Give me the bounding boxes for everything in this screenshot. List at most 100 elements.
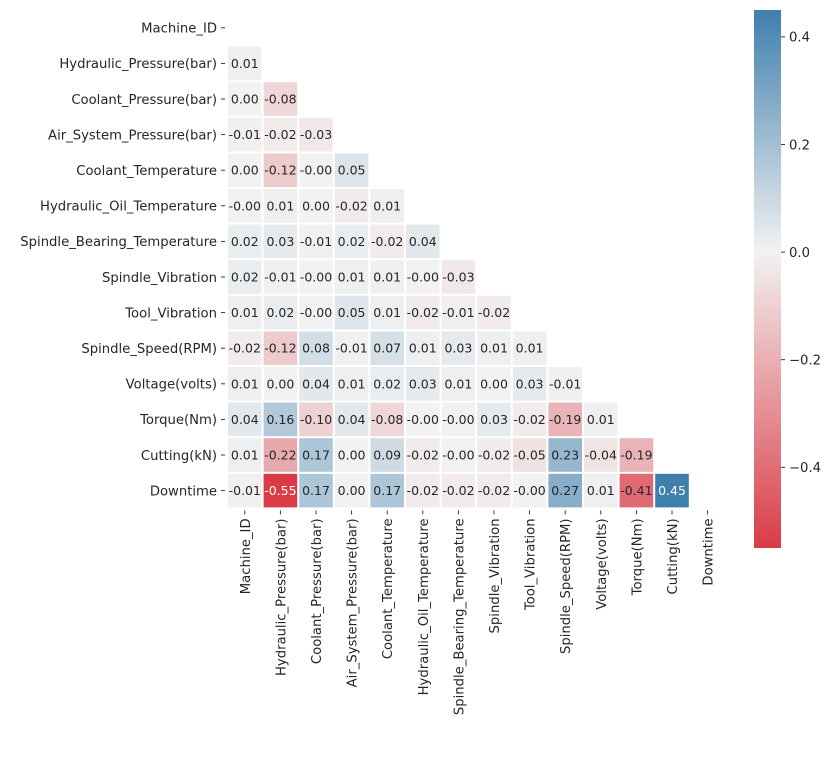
x-tick-label: Torque(Nm): [630, 518, 645, 596]
cell-value-label: -0.41: [620, 483, 652, 498]
cell-value-label: 0.00: [302, 198, 330, 213]
cell-value-label: -0.08: [371, 412, 403, 427]
y-tick-label: Torque(Nm): [139, 413, 217, 428]
heatmap-cell: [548, 473, 582, 508]
cell-value-label: 0.04: [231, 412, 259, 427]
cell-value-label: -0.02: [335, 198, 367, 213]
cell-value-label: -0.01: [300, 234, 332, 249]
heatmap-cell: [263, 367, 298, 401]
cell-value-label: 0.00: [266, 376, 294, 391]
y-tick-label: Cutting(kN): [141, 449, 217, 464]
cell-value-label: 0.01: [373, 305, 401, 320]
heatmap-cell: [441, 367, 476, 401]
heatmap-cell: [263, 295, 298, 330]
heatmap-cell: [477, 438, 511, 472]
heatmap-cell: [299, 438, 333, 472]
cell-value-label: 0.02: [231, 234, 259, 249]
cell-value-label: -0.00: [407, 412, 439, 427]
x-tick-label: Air_System_Pressure(bar): [346, 518, 361, 687]
cell-value-label: 0.01: [231, 376, 259, 391]
cell-value-label: 0.17: [302, 448, 330, 463]
cell-value-label: 0.01: [516, 341, 544, 356]
y-tick-label: Machine_ID: [141, 22, 217, 37]
heatmap-cell: [406, 224, 440, 259]
heatmap-cell: [263, 260, 298, 294]
x-tick-label: Spindle_Speed(RPM): [559, 518, 574, 654]
cell-value-label: -0.00: [513, 483, 545, 498]
heatmap-cell: [299, 295, 333, 330]
x-tick-label: Cutting(kN): [666, 518, 681, 594]
heatmap-cell: [441, 260, 476, 294]
heatmap-cell: [370, 473, 404, 508]
cell-value-label: 0.17: [302, 483, 330, 498]
heatmap-cell: [370, 331, 404, 365]
cell-value-label: 0.45: [658, 483, 686, 498]
heatmap-cell: [441, 331, 476, 365]
cell-value-label: 0.05: [338, 305, 366, 320]
heatmap-cell: [263, 117, 298, 152]
heatmap-cell: [548, 438, 582, 472]
cell-value-label: -0.12: [264, 163, 296, 178]
heatmap-cell: [334, 260, 369, 294]
cell-value-label: -0.55: [264, 483, 296, 498]
cell-value-label: 0.02: [266, 305, 294, 320]
cell-value-label: 0.01: [338, 376, 366, 391]
cell-value-label: 0.02: [373, 376, 401, 391]
y-tick-label: Voltage(volts): [126, 378, 217, 393]
heatmap-cell: [334, 295, 369, 330]
heatmap-cell: [477, 295, 511, 330]
y-tick-label: Spindle_Bearing_Temperature: [20, 235, 217, 250]
heatmap-cell: [263, 82, 298, 116]
cell-value-label: -0.01: [229, 127, 261, 142]
cell-value-label: -0.00: [407, 270, 439, 285]
heatmap-cell: [228, 46, 262, 81]
cell-value-label: -0.01: [229, 483, 261, 498]
heatmap-cell: [512, 402, 547, 437]
x-tick-label: Spindle_Vibration: [488, 518, 503, 633]
cell-value-label: -0.12: [264, 341, 296, 356]
cell-value-label: -0.02: [513, 412, 545, 427]
heatmap-cell: [263, 473, 298, 508]
heatmap-cell: [228, 438, 262, 472]
heatmap-cell: [441, 402, 476, 437]
heatmap-cell: [477, 402, 511, 437]
cell-value-label: -0.01: [442, 305, 474, 320]
y-axis: Machine_ID Hydraulic_Pressure(bar) Coolant…: [20, 22, 225, 499]
cell-value-label: -0.10: [300, 412, 332, 427]
heatmap-cell: [334, 331, 369, 365]
cell-value-label: 0.16: [266, 412, 294, 427]
cell-value-label: 0.00: [338, 483, 366, 498]
heatmap-cell: [263, 331, 298, 365]
cell-value-label: -0.00: [442, 448, 474, 463]
cell-value-label: -0.00: [300, 305, 332, 320]
colorbar: 0.4 0.2 0.0 −0.2 −0.4: [754, 10, 821, 548]
heatmap-cell: [334, 153, 369, 187]
x-tick-label: Voltage(volts): [595, 518, 610, 609]
heatmap-cell: [299, 367, 333, 401]
x-tick-label: Machine_ID: [239, 518, 254, 594]
x-tick-label: Coolant_Pressure(bar): [310, 518, 325, 664]
y-tick-label: Air_System_Pressure(bar): [48, 128, 217, 143]
cell-value-label: -0.19: [549, 412, 581, 427]
x-tick-label: Tool_Vibration: [524, 518, 539, 611]
heatmap-cell: [228, 473, 262, 508]
y-tick-label: Hydraulic_Oil_Temperature: [40, 200, 217, 215]
heatmap-cell: [406, 367, 440, 401]
cell-value-label: -0.00: [300, 270, 332, 285]
heatmap-cell: [263, 438, 298, 472]
heatmap-cell: [370, 295, 404, 330]
y-tick-label: Coolant_Pressure(bar): [71, 93, 217, 108]
heatmap-cell: [584, 402, 618, 437]
cell-value-label: 0.04: [302, 376, 330, 391]
cell-value-label: 0.04: [338, 412, 366, 427]
heatmap-cell: [228, 295, 262, 330]
cell-value-label: -0.00: [442, 412, 474, 427]
heatmap-cell: [299, 117, 333, 152]
heatmap-cell: [370, 438, 404, 472]
heatmap-cell: [228, 402, 262, 437]
heatmap-cell: [441, 473, 476, 508]
cell-value-label: -0.02: [407, 448, 439, 463]
heatmap-cell: [263, 189, 298, 223]
heatmap-cell: [334, 367, 369, 401]
